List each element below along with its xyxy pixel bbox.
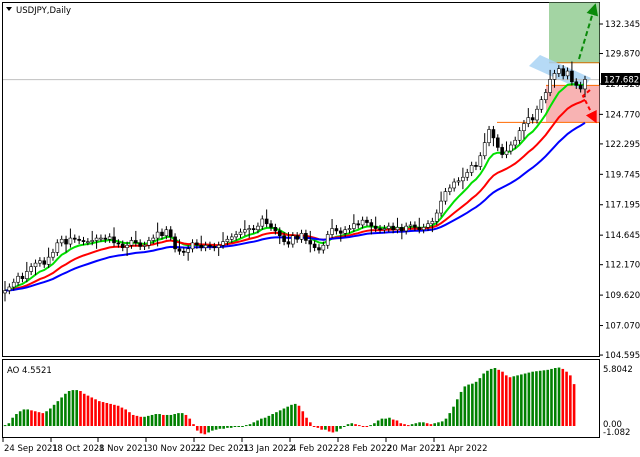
svg-text:11 Apr 2022: 11 Apr 2022	[435, 444, 488, 454]
svg-text:104.595: 104.595	[605, 351, 640, 361]
svg-text:124.770: 124.770	[605, 110, 640, 120]
svg-text:-1.082: -1.082	[603, 428, 630, 438]
candlestick-series	[3, 61, 587, 302]
svg-text:107.070: 107.070	[605, 322, 640, 332]
svg-text:13 Jan 2022: 13 Jan 2022	[243, 444, 294, 454]
svg-text:114.645: 114.645	[605, 231, 640, 241]
svg-text:24 Sep 2021: 24 Sep 2021	[4, 444, 58, 454]
symbol-title[interactable]: USDJPY,Daily	[6, 6, 71, 16]
svg-text:30 Nov 2021: 30 Nov 2021	[147, 444, 201, 454]
svg-text:122.295: 122.295	[605, 140, 640, 150]
svg-text:117.195: 117.195	[605, 201, 640, 211]
svg-text:112.170: 112.170	[605, 261, 640, 271]
svg-text:132.345: 132.345	[605, 20, 640, 30]
svg-text:5.8042: 5.8042	[603, 365, 633, 375]
ao-label: AO 4.5521	[7, 366, 52, 376]
ao-histogram	[3, 367, 576, 435]
svg-text:20 Mar 2022: 20 Mar 2022	[387, 444, 441, 454]
svg-text:8 Nov 2021: 8 Nov 2021	[99, 444, 148, 454]
svg-text:109.620: 109.620	[605, 291, 640, 301]
svg-text:28 Feb 2022: 28 Feb 2022	[339, 444, 392, 454]
svg-text:127.682: 127.682	[604, 76, 639, 86]
moving-averages	[4, 83, 586, 292]
svg-text:129.870: 129.870	[605, 50, 640, 60]
svg-text:119.745: 119.745	[605, 170, 640, 180]
current-price-tag: 127.682	[601, 73, 640, 86]
chart-title: USDJPY,Daily	[16, 6, 71, 16]
svg-text:22 Dec 2021: 22 Dec 2021	[195, 444, 249, 454]
ao-axis: 5.8042 0.00-1.082	[603, 365, 633, 438]
svg-text:18 Oct 2021: 18 Oct 2021	[52, 444, 105, 454]
svg-text:0.00: 0.00	[603, 420, 622, 430]
svg-text:4 Feb 2022: 4 Feb 2022	[291, 444, 339, 454]
price-axis: 127.320132.345129.870124.770122.295119.7…	[599, 20, 640, 361]
forecast-arrows	[578, 3, 599, 124]
dropdown-triangle-icon[interactable]	[6, 7, 12, 11]
main-price-pane[interactable]	[2, 2, 600, 357]
